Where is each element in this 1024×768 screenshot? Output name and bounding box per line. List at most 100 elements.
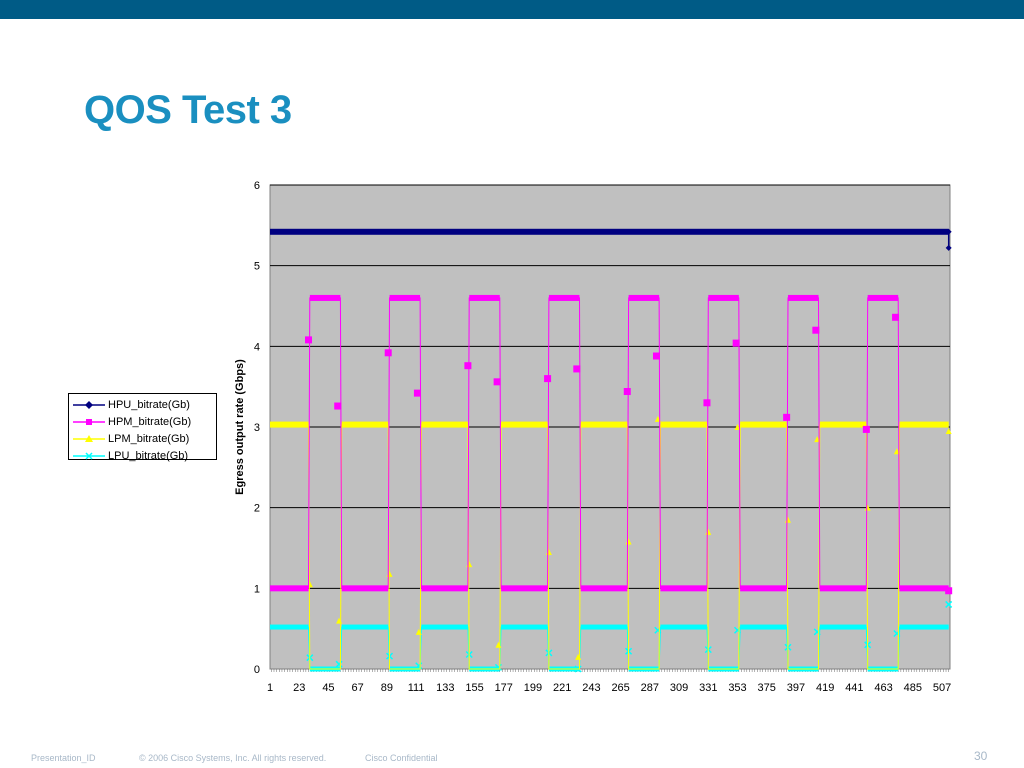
- x-tick-label-287: 287: [641, 682, 659, 694]
- series-band-HPM_bitrate(Gb): [899, 585, 949, 592]
- footer-presentation-id: Presentation_ID: [31, 753, 96, 763]
- x-tick-label-507: 507: [933, 682, 951, 694]
- x-tick-label-67: 67: [352, 682, 364, 694]
- series-band-LPM_bitrate(Gb): [270, 421, 309, 428]
- y-tick-label-6: 6: [254, 180, 260, 192]
- data-point-LPM_bitrate(Gb): [495, 641, 502, 648]
- x-tick-label-243: 243: [582, 682, 600, 694]
- series-band-LPM_bitrate(Gb): [580, 421, 628, 428]
- y-tick-label-4: 4: [254, 341, 260, 353]
- y-tick-label-0: 0: [254, 664, 260, 676]
- series-band-LPM_bitrate(Gb): [819, 421, 867, 428]
- series-band-HPM_bitrate(Gb): [867, 294, 899, 301]
- data-point-HPM_bitrate(Gb): [703, 399, 711, 407]
- series-band-LPM_bitrate(Gb): [341, 421, 389, 428]
- legend-item-hpu: HPU_bitrate(Gb): [73, 396, 216, 413]
- data-point-LPM_bitrate(Gb): [415, 628, 422, 635]
- series-band-HPM_bitrate(Gb): [740, 585, 787, 592]
- series-band-LPU_bitrate(Gb): [819, 624, 867, 630]
- data-point-HPM_bitrate(Gb): [493, 378, 501, 386]
- y-axis-label: Egress output rate (Gbps): [234, 359, 246, 495]
- series-band-LPU_bitrate(Gb): [899, 624, 949, 630]
- legend-item-hpm: HPM_bitrate(Gb): [73, 413, 216, 430]
- series-band-LPM_bitrate(Gb): [421, 421, 468, 428]
- x-tick-label-375: 375: [758, 682, 776, 694]
- x-tick-label-353: 353: [728, 682, 746, 694]
- series-band-LPU_bitrate(Gb): [270, 624, 309, 630]
- data-point-HPM_bitrate(Gb): [464, 362, 472, 370]
- series-band-HPM_bitrate(Gb): [708, 294, 739, 301]
- data-point-LPM_bitrate(Gb): [336, 617, 343, 624]
- x-tick-label-485: 485: [904, 682, 922, 694]
- footer-confidential: Cisco Confidential: [365, 753, 438, 763]
- legend-label-hpm: HPM_bitrate(Gb): [108, 415, 192, 428]
- legend-label-hpu: HPU_bitrate(Gb): [108, 398, 190, 411]
- x-tick-label-155: 155: [465, 682, 483, 694]
- data-point-HPM_bitrate(Gb): [384, 349, 392, 357]
- x-tick-label-199: 199: [524, 682, 542, 694]
- x-tick-label-1: 1: [267, 682, 273, 694]
- legend-swatch-hpm: [73, 418, 105, 425]
- legend-label-lpm: LPM_bitrate(Gb): [108, 432, 190, 445]
- series-band-LPU_bitrate(Gb): [501, 624, 548, 630]
- x-tick-label-419: 419: [816, 682, 834, 694]
- series-band-HPM_bitrate(Gb): [309, 294, 341, 301]
- data-point-LPU_bitrate(Gb): [945, 600, 953, 608]
- series-band-HPM_bitrate(Gb): [341, 585, 389, 592]
- series-band-HPM_bitrate(Gb): [628, 294, 660, 301]
- x-tick-label-89: 89: [381, 682, 393, 694]
- series-band-LPU_bitrate(Gb): [341, 624, 389, 630]
- x-tick-label-265: 265: [611, 682, 629, 694]
- series-band-HPM_bitrate(Gb): [421, 585, 468, 592]
- series-band-HPM_bitrate(Gb): [660, 585, 707, 592]
- data-point-HPM_bitrate(Gb): [305, 336, 313, 344]
- series-band-HPU_bitrate(Gb): [270, 228, 949, 235]
- series-band-LPM_bitrate(Gb): [740, 421, 787, 428]
- data-point-LPM_bitrate(Gb): [893, 448, 900, 455]
- data-point-LPM_bitrate(Gb): [945, 428, 952, 435]
- page-number: 30: [974, 749, 988, 763]
- x-tick-label-133: 133: [436, 682, 454, 694]
- data-point-HPM_bitrate(Gb): [573, 365, 581, 373]
- footer-copyright: © 2006 Cisco Systems, Inc. All rights re…: [139, 753, 327, 763]
- data-point-HPM_bitrate(Gb): [732, 339, 740, 347]
- x-tick-label-309: 309: [670, 682, 688, 694]
- chart-legend: HPU_bitrate(Gb) HPM_bitrate(Gb) LPM_bitr…: [68, 393, 217, 462]
- data-point-HPM_bitrate(Gb): [544, 375, 552, 383]
- data-point-HPM_bitrate(Gb): [862, 425, 870, 433]
- y-tick-label-2: 2: [254, 503, 260, 515]
- legend-swatch-lpm: [73, 434, 105, 442]
- legend-label-lpu: LPU_bitrate(Gb): [108, 449, 189, 462]
- data-point-LPM_bitrate(Gb): [575, 653, 582, 660]
- x-tick-label-111: 111: [408, 682, 425, 694]
- data-point-HPM_bitrate(Gb): [812, 326, 820, 334]
- x-tick-label-331: 331: [699, 682, 717, 694]
- legend-swatch-hpu: [73, 400, 105, 409]
- data-point-HPM_bitrate(Gb): [652, 352, 660, 360]
- legend-item-lpu: LPU_bitrate(Gb): [73, 447, 216, 464]
- series-band-LPM_bitrate(Gb): [660, 421, 707, 428]
- series-band-LPU_bitrate(Gb): [580, 624, 628, 630]
- series-band-LPM_bitrate(Gb): [899, 421, 949, 428]
- series-band-HPM_bitrate(Gb): [819, 585, 867, 592]
- data-point-HPM_bitrate(Gb): [334, 402, 342, 410]
- series-band-LPU_bitrate(Gb): [660, 624, 707, 630]
- x-tick-label-23: 23: [293, 682, 305, 694]
- header-bar: [0, 0, 1024, 19]
- series-band-LPM_bitrate(Gb): [501, 421, 548, 428]
- data-point-HPM_bitrate(Gb): [413, 389, 421, 397]
- data-point-HPM_bitrate(Gb): [892, 313, 900, 321]
- legend-item-lpm: LPM_bitrate(Gb): [73, 430, 216, 447]
- data-point-HPM_bitrate(Gb): [945, 587, 953, 595]
- data-point-HPM_bitrate(Gb): [783, 413, 791, 421]
- data-point-LPM_bitrate(Gb): [864, 504, 871, 511]
- series-band-LPU_bitrate(Gb): [421, 624, 468, 630]
- x-tick-label-441: 441: [845, 682, 863, 694]
- legend-swatch-lpu: [73, 451, 105, 460]
- series-band-HPM_bitrate(Gb): [469, 294, 500, 301]
- series-band-LPU_bitrate(Gb): [740, 624, 787, 630]
- data-point-LPU_bitrate(Gb): [415, 662, 423, 670]
- y-tick-label-1: 1: [254, 583, 260, 595]
